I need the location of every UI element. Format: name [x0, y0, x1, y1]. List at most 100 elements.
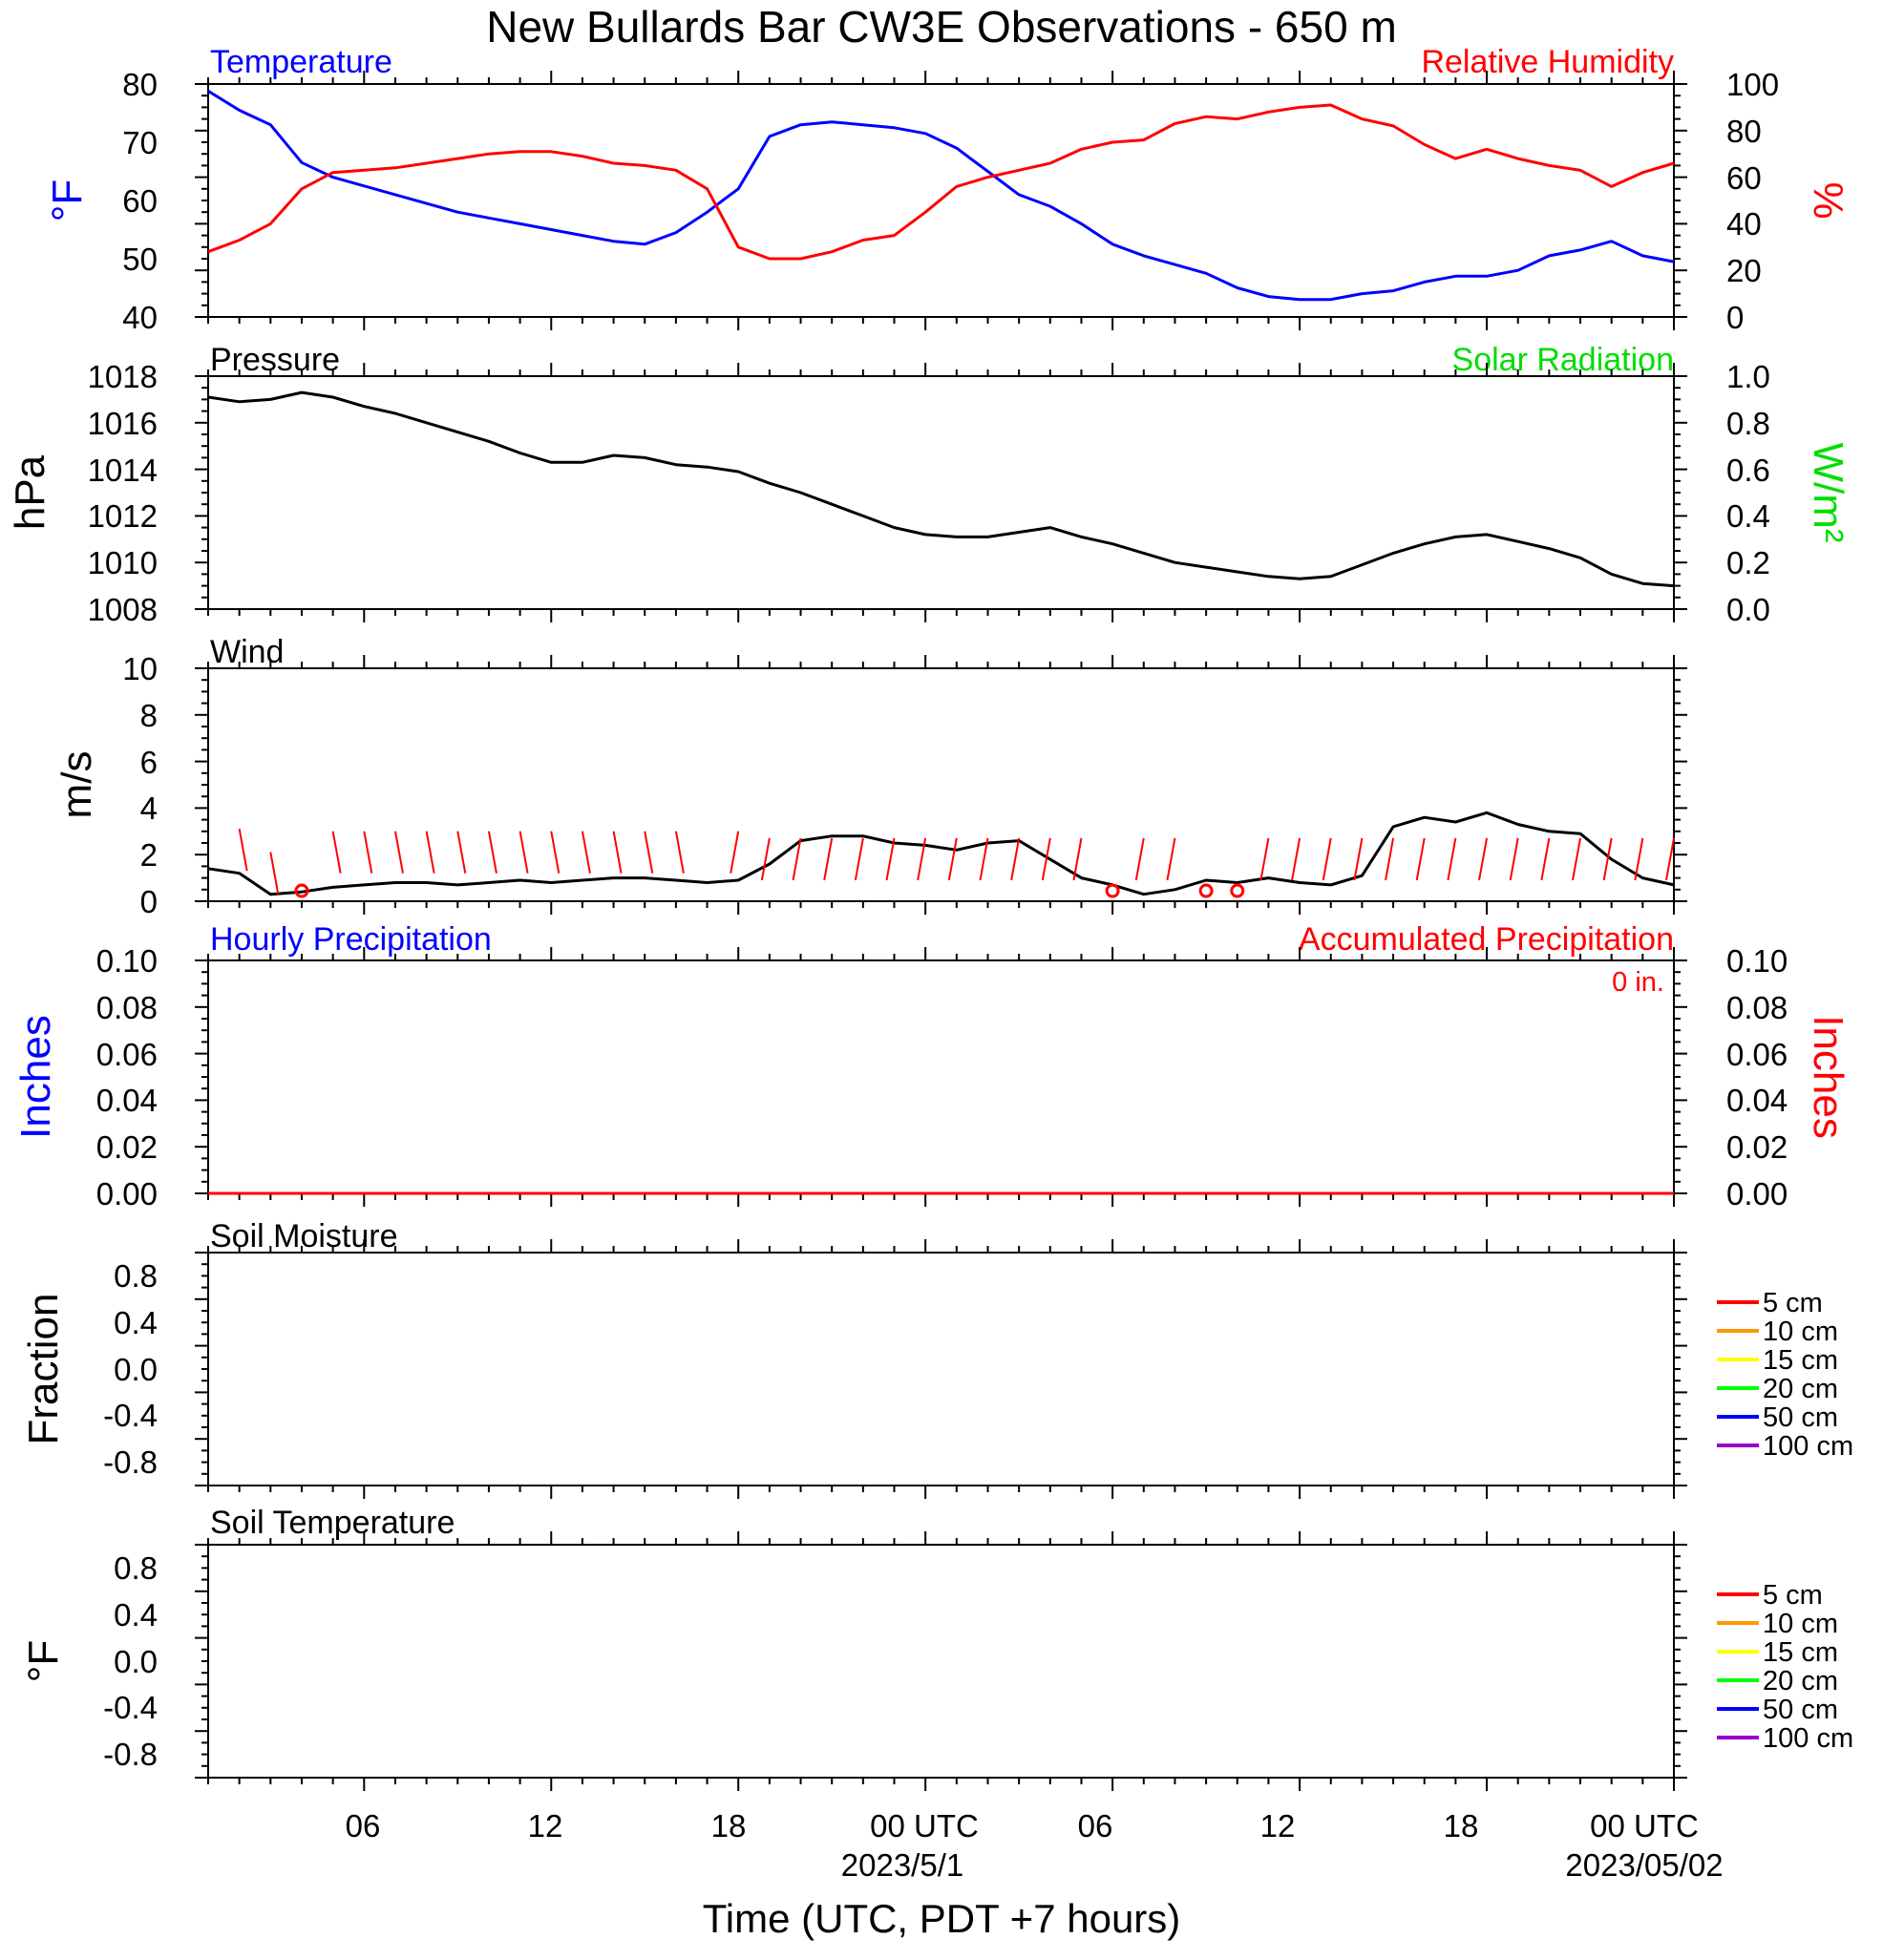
hourly-precip-title: Hourly Precipitation [210, 921, 492, 958]
wind-panel: Wind m/s 10 8 6 4 2 0 [53, 634, 1687, 919]
accum-ticks-right: 0.10 0.08 0.06 0.04 0.02 0.00 [1726, 943, 1788, 1212]
wind-calm-marker [1198, 883, 1214, 898]
soil-temp-legend-label: 100 cm [1763, 1723, 1853, 1754]
soil-moisture-panel: Soil Moisture Fraction 0.8 0.4 0.0 -0.4 … [20, 1218, 1853, 1499]
temp-tick-label: 80 [122, 67, 158, 102]
precip-tick-label: 0.02 [96, 1129, 158, 1165]
wind-barb [425, 831, 435, 874]
soil-moisture-legend-label: 20 cm [1763, 1374, 1838, 1404]
accum-tick-label: 0.00 [1726, 1176, 1788, 1212]
relative-humidity-line [207, 103, 1675, 261]
soil-temp-tick-label: 0.4 [114, 1597, 158, 1633]
soil-temp-legend-label: 10 cm [1763, 1609, 1838, 1639]
soil-temp-tick-label: -0.4 [103, 1690, 158, 1725]
x-tick-label: 06 [1078, 1808, 1113, 1844]
temp-tick-label: 50 [122, 242, 158, 277]
pressure-axis-title: hPa [7, 454, 53, 530]
wind-barb [1166, 837, 1176, 881]
soil-temp-legend-label: 5 cm [1763, 1580, 1823, 1611]
rh-tick-label: 60 [1726, 160, 1762, 196]
wind-ticks-left: 10 8 6 4 2 0 [122, 651, 158, 919]
soil-moisture-tick-label: 0.4 [114, 1305, 158, 1340]
wind-barb [238, 829, 248, 872]
accum-precip-axis-title: Inches [1805, 1015, 1851, 1139]
wind-barb [644, 831, 654, 874]
soil-temp-tick-label: 0.0 [114, 1644, 158, 1679]
x-axis: 06 12 18 00 UTC 2023/5/1 06 12 18 00 UTC… [346, 1808, 1724, 1941]
wind-barb [730, 831, 740, 874]
x-tick-label: 00 UTC [1590, 1808, 1699, 1844]
accum-tick-label: 0.02 [1726, 1129, 1788, 1165]
wind-calm-marker [1105, 883, 1120, 898]
wind-barb [1291, 837, 1301, 881]
accum-tick-label: 0.08 [1726, 990, 1788, 1025]
soil-temp-axis-title: °F [20, 1640, 67, 1682]
wind-tick-label: 8 [140, 698, 158, 733]
chart-title: New Bullards Bar CW3E Observations - 650… [486, 2, 1397, 52]
solar-tick-label: 0.8 [1726, 406, 1770, 441]
rh-tick-label: 40 [1726, 206, 1762, 242]
wind-calm-marker [294, 883, 309, 898]
wind-barb [1478, 837, 1489, 881]
rh-ticks-right: 100 80 60 40 20 0 [1726, 67, 1779, 335]
soil-temp-ticks-left: 0.8 0.4 0.0 -0.4 -0.8 [103, 1550, 158, 1772]
humidity-title: Relative Humidity [1421, 44, 1674, 80]
wind-marks [195, 655, 1687, 915]
x-tick-label: 18 [1444, 1808, 1479, 1844]
pressure-tick-label: 1012 [88, 498, 158, 534]
soil-moisture-axis-title: Fraction [20, 1294, 67, 1445]
humidity-axis-title: % [1805, 181, 1851, 219]
soil-moisture-marks [195, 1239, 1687, 1499]
pressure-title: Pressure [210, 342, 340, 378]
wind-calm-marker [1230, 883, 1245, 898]
wind-barb [612, 831, 623, 874]
solar-tick-label: 0.6 [1726, 453, 1770, 488]
pressure-tick-label: 1014 [88, 453, 158, 488]
x-tick-label: 12 [528, 1808, 563, 1844]
soil-moisture-legend-label: 100 cm [1763, 1431, 1853, 1462]
precip-ticks-left: 0.10 0.08 0.06 0.04 0.02 0.00 [96, 943, 158, 1212]
wind-barb [1010, 837, 1021, 881]
wind-axis-title: m/s [53, 751, 100, 819]
temperature-axis-title: °F [44, 179, 91, 221]
wind-tick-label: 10 [122, 651, 158, 686]
solar-tick-label: 0.2 [1726, 545, 1770, 580]
rh-tick-label: 80 [1726, 114, 1762, 149]
temp-rh-marks [195, 71, 1687, 330]
soil-moisture-tick-label: -0.8 [103, 1444, 158, 1480]
solar-tick-label: 0.4 [1726, 498, 1770, 534]
rh-tick-label: 20 [1726, 253, 1762, 288]
x-tick-label: 12 [1260, 1808, 1296, 1844]
wind-tick-label: 4 [140, 790, 158, 826]
wind-barb [1415, 837, 1426, 881]
wind-barb [979, 837, 989, 881]
wind-barb [760, 837, 771, 881]
wind-tick-label: 2 [140, 837, 158, 873]
accum-tick-label: 0.04 [1726, 1083, 1788, 1118]
soil-moisture-legend-label: 50 cm [1763, 1402, 1838, 1433]
soil-moisture-title: Soil Moisture [210, 1218, 398, 1254]
wind-barb [393, 831, 404, 874]
accum-precip-total: 0 in. [1612, 967, 1664, 998]
hourly-precip-axis-title: Inches [12, 1015, 59, 1139]
soil-temp-tick-label: 0.8 [114, 1550, 158, 1586]
pressure-tick-label: 1008 [88, 592, 158, 627]
soil-moisture-tick-label: 0.8 [114, 1258, 158, 1294]
soil-temp-legend-label: 15 cm [1763, 1637, 1838, 1668]
wind-barb [1322, 837, 1332, 881]
wind-barb [1509, 837, 1519, 881]
soil-temp-legend-label: 20 cm [1763, 1666, 1838, 1697]
precip-tick-label: 0.00 [96, 1176, 158, 1212]
temperature-line [207, 90, 1675, 302]
wind-barb [1447, 837, 1457, 881]
wind-barb [823, 837, 834, 881]
wind-barb [885, 837, 896, 881]
soil-temp-panel: Soil Temperature °F 0.8 0.4 0.0 -0.4 -0.… [20, 1505, 1853, 1791]
pressure-ticks-left: 1018 1016 1014 1012 1010 1008 [88, 359, 158, 627]
soil-moisture-legend: 5 cm 10 cm 15 cm 20 cm 50 cm 100 cm [1717, 1288, 1853, 1462]
wind-barb [1634, 837, 1644, 881]
wind-barb [674, 831, 685, 874]
wind-barb [456, 831, 467, 874]
solar-axis-title: W/m² [1805, 442, 1851, 542]
x-tick-label: 18 [711, 1808, 747, 1844]
